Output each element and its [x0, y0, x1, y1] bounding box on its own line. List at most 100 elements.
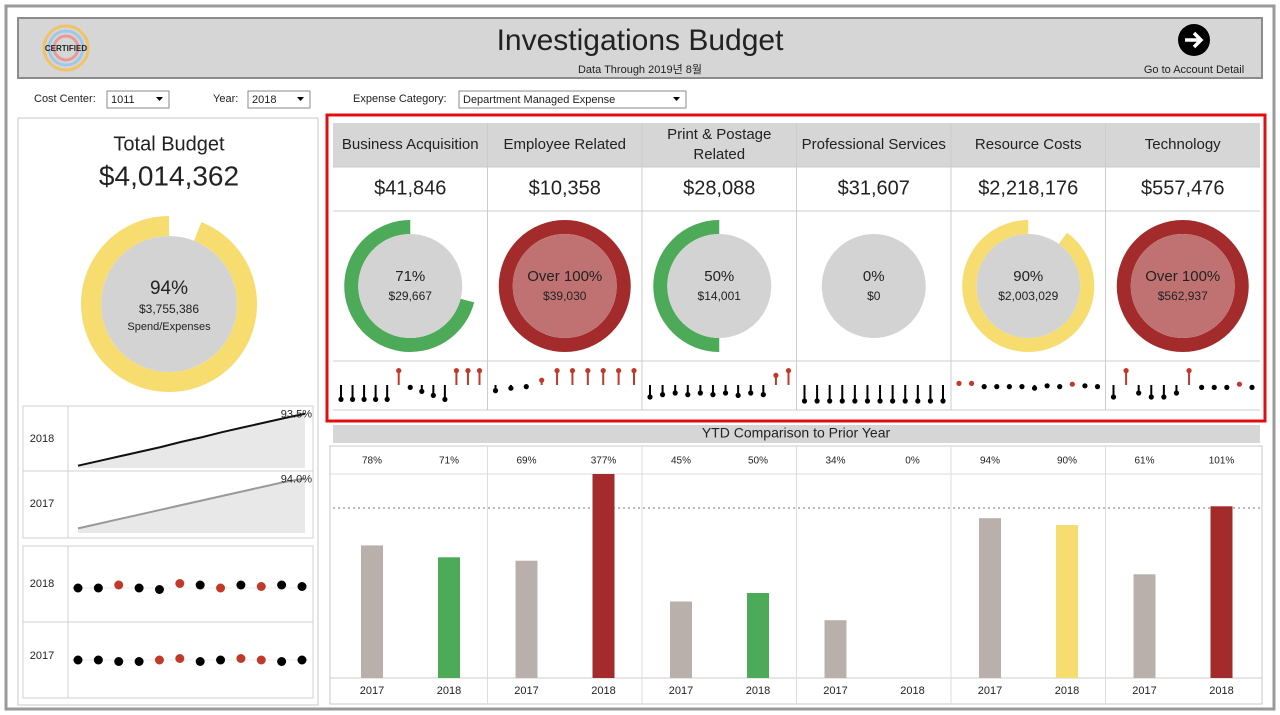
spend: $14,001 [698, 289, 742, 303]
spend: $0 [867, 289, 881, 303]
lollipop [1044, 383, 1050, 389]
lollipop [685, 392, 691, 398]
dot [175, 579, 185, 588]
lollipop [1173, 390, 1180, 396]
value-label: 0% [905, 456, 920, 467]
donut-center [512, 234, 617, 338]
account-link[interactable]: Go to Account Detail [1144, 24, 1244, 76]
dropdown-arrow [156, 97, 163, 101]
dropdown[interactable] [247, 90, 311, 109]
spend: $2,003,029 [998, 289, 1058, 303]
lollipop [1082, 383, 1088, 389]
pct: 0% [863, 268, 885, 285]
lollipop [1123, 368, 1129, 374]
logo: CERTIFIED [42, 24, 90, 72]
pct: Over 100% [1145, 268, 1220, 285]
cat-name: Print & Postage Related [667, 126, 772, 163]
ytd-title: YTD Comparison to Prior Year [702, 425, 891, 441]
lollipop [814, 398, 820, 404]
lollipop [453, 368, 460, 374]
bar [438, 557, 460, 678]
dot [93, 655, 103, 665]
lollipop [722, 390, 729, 396]
lollipop [760, 392, 766, 398]
lollipop [1249, 384, 1255, 390]
lollipop [852, 398, 858, 404]
lollipop [600, 368, 606, 374]
pct: 90% [1013, 268, 1043, 285]
budget: $10,358 [529, 177, 601, 199]
dot [297, 655, 307, 665]
dropdown[interactable] [458, 90, 687, 109]
lollipop [407, 384, 413, 390]
cat-header: Business Acquisition [342, 136, 479, 153]
x-label: 2018 [1209, 685, 1233, 697]
total-pct: 94% [150, 278, 188, 299]
cat-header: Technology [1145, 136, 1221, 153]
dot [134, 657, 144, 666]
line [77, 412, 306, 467]
x-label: 2017 [823, 685, 847, 697]
header-bar [17, 17, 1263, 79]
ring [1116, 220, 1249, 352]
budget: $557,476 [1141, 177, 1224, 199]
bar [747, 593, 769, 678]
lollipop [1211, 384, 1217, 390]
lollipop [523, 384, 529, 390]
lollipop [659, 392, 666, 398]
row-label: 2017 [30, 650, 54, 662]
bar [515, 560, 538, 678]
lollipop [585, 368, 591, 374]
lollipop [927, 398, 934, 404]
value-label: 377% [591, 456, 617, 467]
lollipop [1006, 384, 1012, 390]
dropdown-arrow [297, 97, 304, 101]
donut-center [358, 234, 463, 338]
link-text[interactable]: Go to Account Detail [1144, 64, 1244, 76]
lollipop [361, 396, 367, 402]
ring [344, 220, 475, 352]
lollipop [631, 368, 637, 374]
bar [670, 601, 692, 678]
lollipop [981, 384, 987, 390]
x-label: 2018 [746, 685, 770, 697]
dot [114, 580, 124, 590]
dropdown-value: Department Managed Expense [463, 94, 615, 106]
dropdown-arrow [673, 97, 680, 101]
lollipop [554, 368, 560, 374]
lollipop [1094, 384, 1101, 390]
cat-header: Professional Services [801, 136, 946, 153]
dot [73, 655, 83, 665]
pct: 50% [704, 268, 734, 285]
lollipop [1161, 394, 1167, 400]
dot [277, 657, 287, 666]
x-label: 2017 [514, 685, 538, 697]
lollipop [442, 396, 448, 402]
pct: 71% [395, 268, 425, 285]
lollipop [672, 390, 678, 396]
bars [361, 474, 1233, 678]
lollipop [915, 398, 921, 404]
lollipop [1136, 390, 1142, 396]
budget: $41,846 [374, 177, 446, 199]
lollipop [994, 384, 1000, 390]
dropdown[interactable] [106, 90, 170, 109]
value-label: 34% [825, 456, 845, 467]
bar [824, 620, 847, 678]
lollipop [539, 377, 545, 383]
lollipop [476, 368, 483, 374]
lollipop [373, 396, 379, 402]
filter-label: Cost Center: [34, 93, 96, 105]
ring [498, 220, 631, 352]
bar [1056, 525, 1078, 678]
lollipop [1031, 385, 1038, 391]
cat-name: Professional Services [801, 136, 946, 153]
lollipop [647, 394, 653, 400]
total-title: Total Budget [113, 133, 225, 155]
line [77, 477, 306, 530]
cat-name: Employee Related [503, 136, 627, 153]
title: Investigations Budget [497, 24, 785, 57]
area [78, 478, 305, 533]
dot [154, 585, 164, 594]
subtitle: Data Through 2019년 8월 [578, 63, 702, 76]
